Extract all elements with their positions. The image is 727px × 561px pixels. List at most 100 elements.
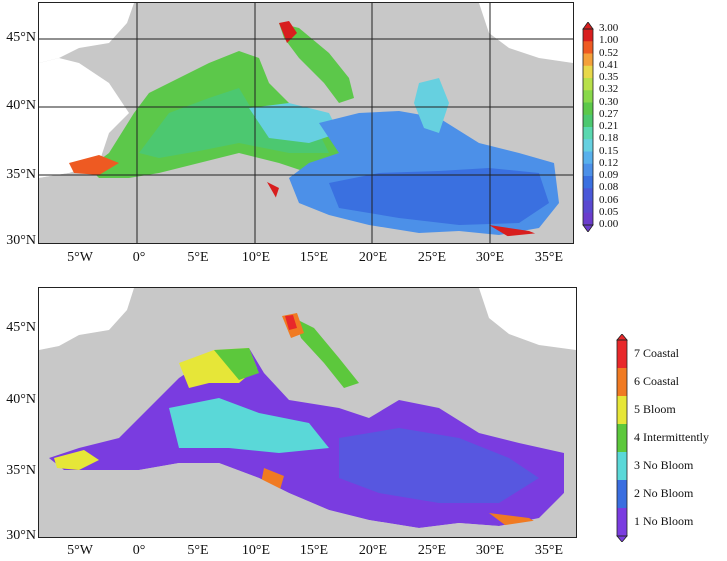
top-xtick-25e: 25°E xyxy=(417,250,447,265)
top-ytick-40n: 40°N xyxy=(6,98,36,113)
top-map xyxy=(38,2,574,244)
top-xtick-0: 0° xyxy=(132,250,146,265)
top-colorbar-segment xyxy=(583,200,593,214)
top-xtick-10e: 10°E xyxy=(241,250,271,265)
top-colorbar-bottom-arrow xyxy=(582,224,594,232)
top-colorbar-label: 0.12 xyxy=(599,156,619,169)
top-ytick-35n: 35°N xyxy=(6,167,36,182)
aegean-sea xyxy=(414,78,449,133)
bottom-legend-label: 2 No Bloom xyxy=(634,486,694,500)
top-colorbar-segment xyxy=(583,41,593,54)
bottom-legend-segment xyxy=(617,424,627,453)
top-ytick-30n: 30°N xyxy=(6,233,36,248)
zone-coastal-alboran xyxy=(54,450,99,470)
top-colorbar-segment xyxy=(583,139,593,152)
bottom-legend-segment xyxy=(617,340,627,369)
top-colorbar-segment xyxy=(583,102,593,116)
bottom-legend-label: 4 Intermittently xyxy=(634,430,709,444)
top-colorbar-label: 0.35 xyxy=(599,71,619,83)
zone-no-bloom-2 xyxy=(339,428,539,503)
top-colorbar-label: 0.27 xyxy=(599,107,619,120)
top-colorbar-segment xyxy=(583,53,593,67)
top-colorbar-label: 0.08 xyxy=(599,181,619,194)
bottom-ytick-30n: 30°N xyxy=(6,528,36,543)
africa-land xyxy=(39,155,573,243)
top-colorbar-label: 0.21 xyxy=(599,120,619,132)
top-xtick-35e: 35°E xyxy=(534,250,564,265)
top-colorbar xyxy=(582,22,594,232)
bottom-legend-bar xyxy=(616,334,628,542)
bottom-xtick-5e: 5°E xyxy=(187,543,209,558)
top-colorbar-label: 1.00 xyxy=(599,34,619,47)
top-colorbar-segment xyxy=(583,163,593,177)
top-colorbar-label: 0.52 xyxy=(599,46,619,59)
top-colorbar-label: 0.32 xyxy=(599,83,619,96)
bottom-map xyxy=(38,287,577,538)
top-colorbar-label: 0.15 xyxy=(599,144,619,157)
top-xtick-30e: 30°E xyxy=(475,250,505,265)
top-colorbar-segment xyxy=(583,114,593,128)
europe-land-northwest xyxy=(39,288,134,350)
bottom-legend-segment xyxy=(617,452,627,481)
europe-land-east xyxy=(479,3,573,63)
bottom-legend-top-arrow xyxy=(616,334,628,341)
alboran-red xyxy=(69,155,119,175)
europe-land-east xyxy=(479,288,576,350)
bottom-legend-label: 1 No Bloom xyxy=(634,514,694,528)
top-xtick-15e: 15°E xyxy=(299,250,329,265)
bottom-xtick-35e: 35°E xyxy=(534,543,564,558)
europe-land-northwest xyxy=(39,3,134,63)
top-colorbar-label: 0.09 xyxy=(599,169,619,181)
eastern-basin-deep xyxy=(329,168,549,225)
bottom-legend-label: 5 Bloom xyxy=(634,402,676,416)
iberia-land xyxy=(39,58,129,178)
top-colorbar-label: 0.30 xyxy=(599,95,619,108)
top-colorbar-label: 0.18 xyxy=(599,132,619,145)
top-colorbar-label: 0.05 xyxy=(599,205,619,218)
graticule xyxy=(39,3,573,243)
top-colorbar-segments xyxy=(583,29,593,226)
top-colorbar-segment xyxy=(583,65,593,79)
top-xtick-5w: 5°W xyxy=(67,250,93,265)
bottom-xtick-5w: 5°W xyxy=(67,543,93,558)
bottom-ytick-45n: 45°N xyxy=(6,320,36,335)
zone-coastal-red-adriatic xyxy=(285,315,297,330)
adriatic-coast-red xyxy=(279,21,297,43)
top-colorbar-outline xyxy=(582,28,594,226)
top-colorbar-label: 0.06 xyxy=(599,193,619,206)
bottom-xtick-30e: 30°E xyxy=(475,543,505,558)
western-basin-inner xyxy=(139,88,329,158)
bottom-legend-bottom-arrow xyxy=(616,535,628,542)
bottom-legend-segment xyxy=(617,368,627,397)
tyrrhenian-sea xyxy=(249,103,339,143)
top-colorbar-segment xyxy=(583,90,593,103)
bottom-xtick-20e: 20°E xyxy=(358,543,388,558)
bottom-xtick-15e: 15°E xyxy=(299,543,329,558)
bottom-legend-label: 6 Coastal xyxy=(634,374,679,388)
bottom-ytick-40n: 40°N xyxy=(6,392,36,407)
bottom-legend-label: 3 No Bloom xyxy=(634,458,694,472)
bottom-xtick-25e: 25°E xyxy=(417,543,447,558)
top-colorbar-label: 3.00 xyxy=(599,22,619,34)
zone-intermittent-adriatic xyxy=(294,318,359,388)
top-map-graphic xyxy=(39,3,573,243)
bottom-xtick-10e: 10°E xyxy=(241,543,271,558)
top-colorbar-segment xyxy=(583,127,593,140)
bottom-ytick-35n: 35°N xyxy=(6,463,36,478)
bottom-legend-outline xyxy=(616,339,628,537)
top-colorbar-segment xyxy=(583,29,593,42)
zone-no-bloom-3 xyxy=(169,398,329,453)
africa-land xyxy=(39,463,576,537)
nile-delta-red xyxy=(489,225,539,237)
bottom-legend-segment xyxy=(617,508,627,537)
top-xtick-20e: 20°E xyxy=(358,250,388,265)
bottom-map-graphic xyxy=(39,288,576,537)
top-colorbar-top-arrow xyxy=(582,22,594,30)
top-colorbar-segment xyxy=(583,188,593,201)
zone-coastal-gabes xyxy=(261,468,284,493)
bottom-legend-segment xyxy=(617,396,627,425)
top-colorbar-segment xyxy=(583,176,593,189)
bottom-legend-label: 7 Coastal xyxy=(634,346,679,360)
top-colorbar-segment xyxy=(583,151,593,165)
bottom-legend-segments xyxy=(617,340,627,537)
